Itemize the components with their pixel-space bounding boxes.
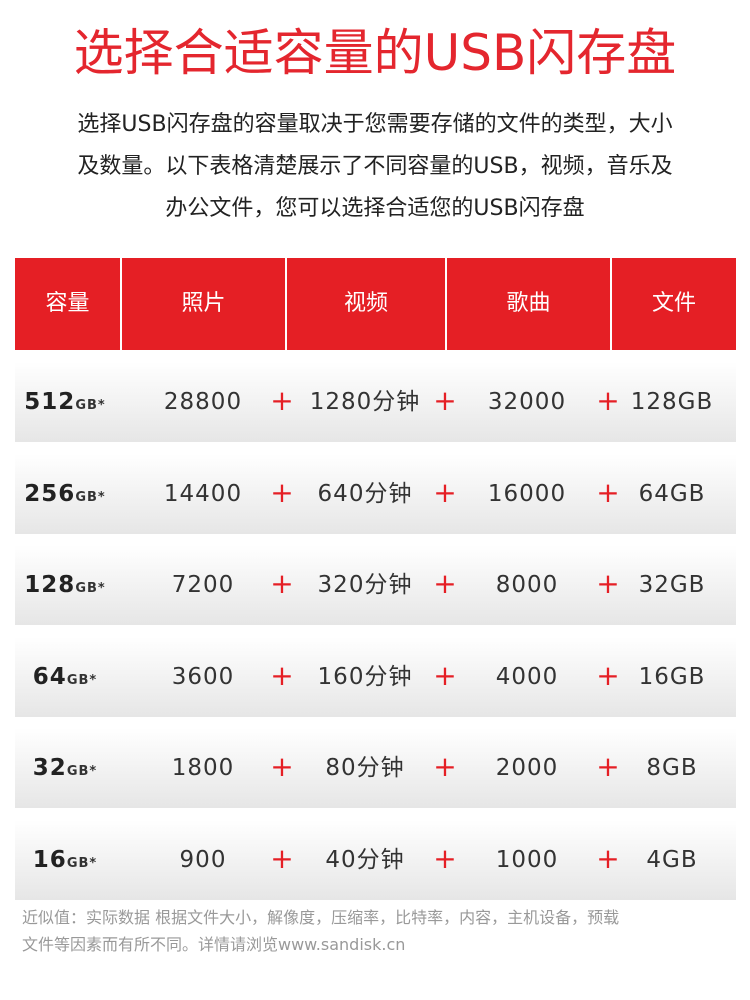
plus-sign: + xyxy=(433,658,457,692)
capacity: 32 xyxy=(32,755,67,781)
table-cell: 900 xyxy=(179,846,227,873)
table-cell: 40分钟 xyxy=(325,846,405,873)
table-row xyxy=(15,819,736,900)
capacity: 16 xyxy=(32,846,67,873)
plus-sign: + xyxy=(596,384,620,417)
plus-sign: + xyxy=(596,475,620,509)
capacity-unit: GB* xyxy=(66,672,98,688)
capacity-unit: GB* xyxy=(75,581,106,596)
column-divider xyxy=(610,258,612,350)
capacity-unit: GB* xyxy=(75,398,106,413)
capacity: 64 xyxy=(32,663,67,690)
plus-sign: + xyxy=(270,567,294,600)
table-row xyxy=(15,636,736,717)
table-row xyxy=(15,545,736,625)
table-cell: 160分钟 xyxy=(317,663,413,690)
table-row xyxy=(15,728,736,808)
plus-sign: + xyxy=(270,658,294,692)
table-cell: 16GB xyxy=(638,663,706,690)
plus-sign: + xyxy=(596,750,620,783)
column-header: 容量 xyxy=(45,291,90,316)
plus-sign: + xyxy=(433,841,457,875)
column-divider xyxy=(120,258,122,350)
capacity-cell: 32GB* xyxy=(10,728,120,808)
intro-line: 选择USB闪存盘的容量取决于您需要存储的文件的类型，大小 xyxy=(77,112,673,137)
table-cell: 8000 xyxy=(495,572,559,598)
capacity-cell: 64GB* xyxy=(10,637,120,717)
plus-sign: + xyxy=(596,658,620,692)
table-cell: 80分钟 xyxy=(325,755,405,781)
table-cell: 640分钟 xyxy=(317,480,413,507)
table-cell: 14400 xyxy=(163,480,243,507)
column-divider xyxy=(445,258,447,350)
footnote-line: 近似值：实际数据 根据文件大小，解像度，压缩率，比特率，内容，主机设备，预载 xyxy=(22,908,620,927)
plus-sign: + xyxy=(433,384,457,417)
table-cell: 4000 xyxy=(495,663,559,690)
column-header: 文件 xyxy=(651,291,696,316)
capacity-cell: 128GB* xyxy=(10,545,120,625)
plus-sign: + xyxy=(433,475,457,509)
table-cell: 64GB xyxy=(638,480,706,507)
table-cell: 32000 xyxy=(487,389,567,415)
footnote-line: 文件等因素而有所不同。详情请浏览www.sandisk.cn xyxy=(22,935,406,954)
table-cell: 3600 xyxy=(171,663,235,690)
table-header xyxy=(15,258,736,350)
column-header: 歌曲 xyxy=(506,291,551,316)
capacity-unit: GB* xyxy=(66,764,98,779)
capacity-unit: GB* xyxy=(66,855,98,871)
table-row xyxy=(15,362,736,442)
table-cell: 16000 xyxy=(487,480,567,507)
title: 选择合适容量的USB闪存盘 xyxy=(73,24,677,82)
table-cell: 320分钟 xyxy=(317,572,413,598)
plus-sign: + xyxy=(596,841,620,875)
capacity: 128 xyxy=(24,572,76,598)
plus-sign: + xyxy=(433,567,457,600)
capacity-cell: 512GB* xyxy=(10,362,120,442)
table-cell: 28800 xyxy=(163,389,243,415)
plus-sign: + xyxy=(270,384,294,417)
table-cell: 32GB xyxy=(638,572,706,598)
column-header: 视频 xyxy=(343,291,388,316)
table-cell: 1280分钟 xyxy=(309,389,421,415)
table-cell: 1000 xyxy=(495,846,559,873)
table-cell: 128GB xyxy=(630,389,714,415)
table-cell: 8GB xyxy=(646,755,698,781)
capacity: 256 xyxy=(24,480,76,507)
capacity-cell: 16GB* xyxy=(10,820,120,900)
plus-sign: + xyxy=(270,475,294,509)
capacity-unit: GB* xyxy=(75,489,106,505)
table-cell: 4GB xyxy=(646,846,698,873)
column-divider xyxy=(285,258,287,350)
plus-sign: + xyxy=(270,841,294,875)
plus-sign: + xyxy=(433,750,457,783)
table-row xyxy=(15,453,736,534)
column-header: 照片 xyxy=(181,291,226,316)
intro-line: 办公文件，您可以选择合适您的USB闪存盘 xyxy=(165,196,585,221)
table-cell: 1800 xyxy=(171,755,235,781)
plus-sign: + xyxy=(596,567,620,600)
capacity: 512 xyxy=(24,389,76,415)
intro-line: 及数量。以下表格清楚展示了不同容量的USB，视频，音乐及 xyxy=(77,154,673,179)
table-cell: 7200 xyxy=(171,572,235,598)
capacity-cell: 256GB* xyxy=(10,454,120,534)
table-cell: 2000 xyxy=(495,755,559,781)
plus-sign: + xyxy=(270,750,294,783)
